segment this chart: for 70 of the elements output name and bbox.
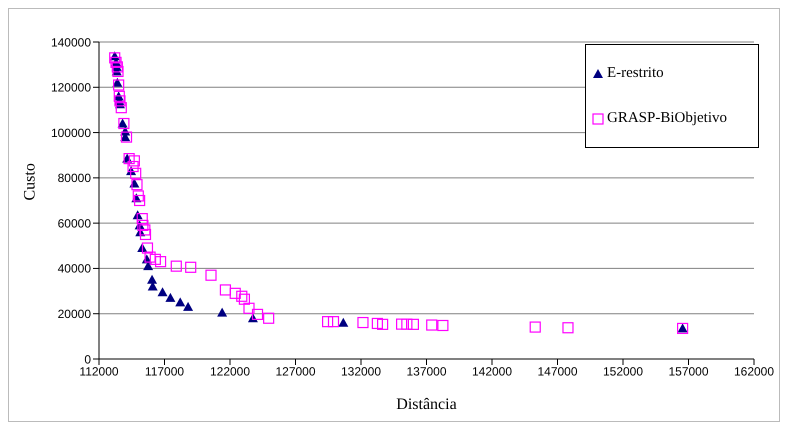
x-tick-label: 147000 (537, 364, 578, 379)
point (137, 220, 148, 232)
point (408, 318, 419, 330)
point (236, 290, 248, 302)
point (220, 284, 232, 296)
point (128, 155, 140, 166)
point (338, 318, 348, 327)
point (377, 318, 388, 330)
point (401, 318, 412, 330)
point (113, 79, 124, 91)
point (140, 228, 152, 240)
point (530, 321, 541, 333)
y-tick-label: 40000 (58, 262, 92, 276)
point (170, 260, 182, 272)
x-tick-label: 137000 (406, 364, 447, 379)
point (328, 316, 340, 328)
point (132, 190, 144, 202)
point (175, 297, 186, 306)
point (150, 254, 161, 265)
point (116, 102, 127, 114)
x-tick-label: 132000 (340, 364, 382, 379)
point (562, 322, 574, 334)
x-tick-label: 142000 (472, 364, 512, 379)
x-tick-label: 152000 (602, 364, 644, 379)
point (127, 160, 139, 172)
y-axis-title: Custo (22, 163, 39, 200)
y-tick-label: 100000 (50, 126, 92, 140)
point (158, 287, 168, 296)
y-tick-label: 80000 (58, 171, 92, 186)
point (252, 308, 264, 320)
x-tick-label: 127000 (275, 364, 316, 379)
point (139, 224, 150, 236)
point (165, 292, 176, 302)
point (136, 213, 148, 224)
point (437, 320, 448, 332)
point (205, 270, 217, 281)
point (263, 312, 274, 324)
point (357, 316, 369, 328)
legend-label: GRASP-BiObjetivo (607, 110, 728, 127)
point (124, 153, 135, 164)
point (322, 316, 334, 328)
x-axis-title: Distância (396, 396, 457, 413)
x-tick-label: 112000 (79, 364, 119, 379)
x-tick-label: 117000 (144, 364, 184, 379)
x-tick-label: 162000 (734, 364, 774, 379)
point (142, 242, 154, 254)
y-tick-label: 60000 (58, 216, 92, 230)
point (154, 256, 166, 268)
y-tick-label: 0 (84, 352, 92, 366)
x-tick-label: 122000 (210, 364, 250, 379)
point (238, 294, 250, 305)
point (185, 262, 196, 273)
point (144, 252, 156, 263)
y-tick-label: 120000 (50, 80, 92, 95)
point (130, 168, 142, 179)
point (134, 194, 146, 206)
y-tick-label: 20000 (58, 306, 92, 321)
legend-label: E-restrito (607, 65, 664, 82)
point (217, 308, 228, 317)
point (109, 52, 120, 64)
point (131, 179, 143, 190)
point (396, 318, 408, 330)
point (230, 288, 241, 299)
point (372, 318, 383, 330)
point (183, 302, 194, 311)
x-tick-label: 157000 (668, 364, 709, 379)
point (243, 302, 255, 314)
point (426, 319, 438, 331)
y-tick-label: 140000 (50, 35, 92, 50)
point (147, 274, 158, 284)
